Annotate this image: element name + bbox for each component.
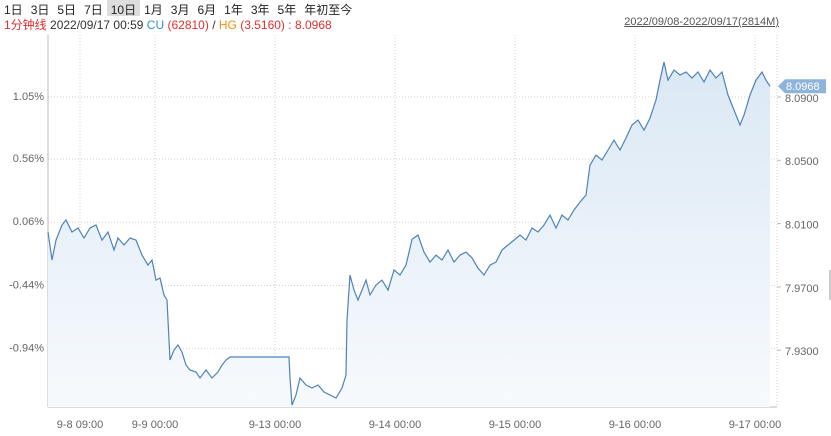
period-button[interactable]: 5日 [57,3,77,17]
y-tick-label: 0.06% [13,216,44,228]
area [48,62,770,407]
x-tick-label: 9-9 00:00 [132,419,178,431]
period-button[interactable]: 7日 [84,3,103,17]
period-button[interactable]: 10日 [106,0,141,17]
y2-tick-label: 8.0900 [785,93,819,105]
period-button[interactable]: 6月 [197,3,217,17]
y2-tick-label: 8.0100 [785,220,819,232]
period-button[interactable]: 1日 [4,3,23,17]
current-label: 8.0968 [786,81,820,93]
hg-label: HG [218,18,237,32]
y2-tick-label: 8.0500 [785,156,819,168]
time: 2022/09/17 00:59 [50,18,144,32]
hg-value: (3.5160) [240,18,285,32]
ratio-separator: : [288,18,292,32]
period-button[interactable]: 5年 [277,3,297,17]
period-button[interactable]: 3年 [250,3,270,17]
ratio: 8.0968 [294,18,332,32]
interval: 1分钟线 [4,18,47,32]
period-button[interactable]: 1月 [144,3,163,17]
price-line [47,61,771,406]
x-tick-label: 9-16 00:00 [609,419,662,431]
separator: / [212,18,216,32]
period-button[interactable]: 年初至今 [304,3,353,17]
x-tick-label: 9-8 09:00 [57,419,103,431]
cu-value: (62810) [167,18,209,32]
cu-label: CU [146,18,165,32]
y-tick-label: -0.94% [9,343,44,355]
y2-tick-label: 7.9700 [785,283,819,295]
period-button[interactable]: 3月 [170,3,190,17]
y-tick-label: 1.05% [13,91,44,103]
date-range: 2022/09/08-2022/09/17(2814M) [624,16,779,28]
y2-tick-label: 7.9300 [785,346,819,358]
y-tick-label: 0.56% [13,153,44,165]
period-button[interactable]: 3日 [30,3,50,17]
period-toolbar: 1日 3日 5日 7日 10日 1月 3月 6月 1年 3年 5年 年初至今 [0,0,356,17]
x-tick-label: 9-13 00:00 [249,419,302,431]
x-tick-label: 9-17 00:00 [729,419,782,431]
x-tick-label: 9-15 00:00 [489,419,542,431]
quote-header: 1分钟线 2022/09/17 00:59 CU (62810) / HG (3… [4,16,332,33]
current-marker [778,79,826,94]
x-tick-label: 9-14 00:00 [369,419,422,431]
period-button[interactable]: 1年 [224,3,243,17]
y-tick-label: -0.44% [9,279,44,291]
